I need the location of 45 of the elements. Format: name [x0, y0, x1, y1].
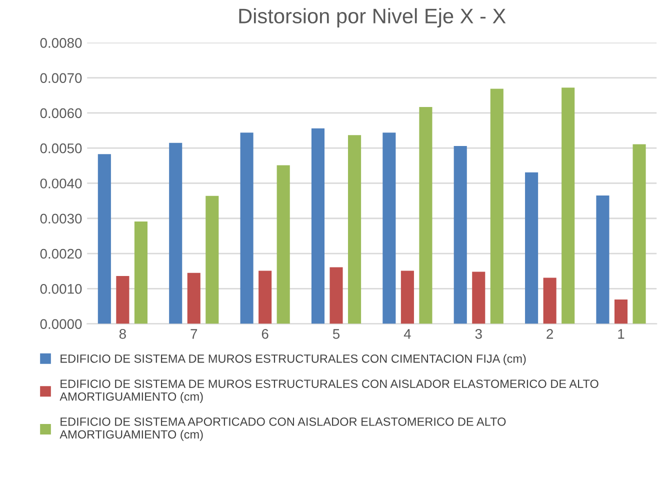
bar [276, 165, 290, 324]
bar [490, 88, 504, 324]
bar [454, 146, 467, 324]
y-tick-label: 0.0020 [40, 248, 82, 259]
legend-label: EDIFICIO DE SISTEMA APORTICADO CON AISLADOR ELASTOMERICO DE ALTO AMORTIGUAMIENTO (cm) [60, 418, 506, 441]
x-tick-label: 7 [190, 329, 198, 339]
y-tick-label: 0.0010 [40, 284, 82, 294]
y-tick-label: 0.0080 [40, 38, 82, 48]
x-tick-label: 2 [546, 329, 553, 339]
bar [543, 278, 556, 324]
bar [206, 196, 219, 324]
legend-label: EDIFICIO DE SISTEMA DE MUROS ESTRUCTURALES CON CIMENTACION FIJA (cm) [60, 354, 526, 366]
x-tick-label: 4 [404, 329, 411, 339]
bar [400, 270, 414, 324]
bar [98, 154, 111, 324]
y-tick-label: 0.0040 [40, 178, 82, 188]
bar [169, 142, 182, 324]
bar [116, 276, 130, 324]
legend-label: EDIFICIO DE SISTEMA DE MUROS ESTRUCTURALES CON AISLADOR ELASTOMERICO DE ALTO AMORTIGUAMIENTO (cm) [60, 380, 598, 404]
x-tick-label: 8 [119, 329, 126, 339]
y-tick-label: 0.0030 [40, 214, 82, 224]
x-tick-label: 3 [475, 329, 482, 339]
bar [382, 132, 396, 324]
bar [596, 196, 610, 324]
bar [614, 300, 628, 324]
y-tick-label: 0.0060 [40, 108, 82, 118]
y-tick-label: 0.0070 [40, 73, 82, 83]
bar [240, 132, 254, 324]
y-tick-label: 0.0050 [40, 143, 82, 154]
bar [311, 128, 325, 324]
x-tick-label: 6 [262, 329, 268, 339]
bar [472, 272, 486, 324]
chart-title: Distorsion por Nivel Eje X - X [239, 8, 506, 28]
bar [632, 144, 646, 324]
bar [562, 88, 575, 324]
bar [348, 135, 362, 324]
x-tick-label: 1 [618, 329, 624, 339]
bar [525, 172, 538, 324]
bar [419, 106, 432, 324]
y-tick-label: 0.0000 [40, 319, 82, 329]
bar [187, 272, 200, 324]
bar [258, 270, 272, 324]
bar [330, 267, 343, 324]
bar [134, 222, 148, 324]
x-tick-label: 5 [332, 329, 340, 339]
